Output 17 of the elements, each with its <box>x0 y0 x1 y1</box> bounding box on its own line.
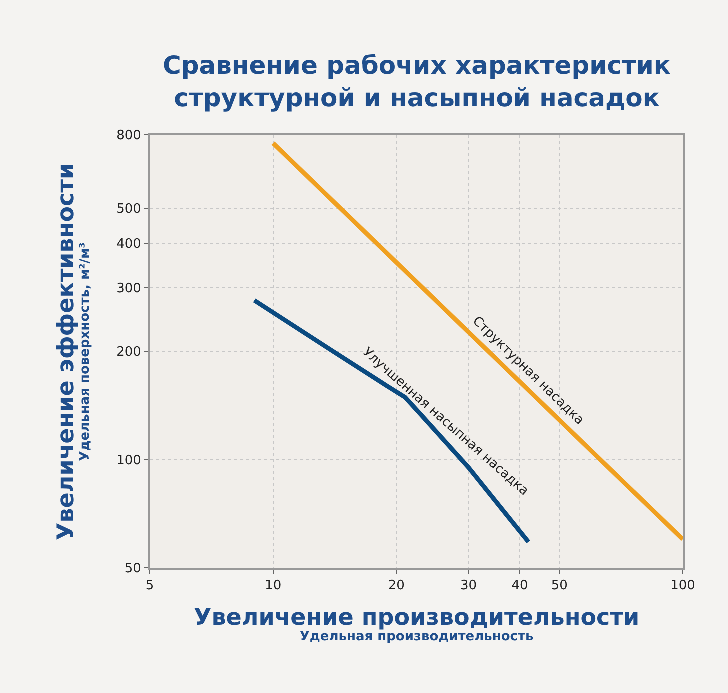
y-tick-label: 800 <box>116 128 142 144</box>
chart-title: Сравнение рабочих характеристик структурной и насыпной насадок <box>163 51 671 112</box>
x-tick-label: 10 <box>265 578 282 594</box>
y-axis-title: Увеличение эффективности Удельная поверхность, м²/м³ <box>54 163 94 540</box>
y-tick-label: 100 <box>116 453 142 468</box>
y-tick-label: 500 <box>116 202 142 217</box>
y-tick-label: 200 <box>116 345 142 360</box>
x-tick-label: 30 <box>460 578 478 594</box>
x-tick-label: 20 <box>388 578 405 594</box>
x-tick-label: 100 <box>670 578 696 594</box>
x-tick-label: 50 <box>551 578 568 594</box>
y-tick-label: 300 <box>116 282 142 297</box>
x-tick-label: 5 <box>146 578 154 594</box>
x-axis-title: Увеличение производительности Удельная производительность <box>194 605 640 645</box>
x-tick-label: 40 <box>512 578 528 594</box>
y-tick-label: 50 <box>124 562 142 577</box>
y-tick-label: 400 <box>116 236 142 252</box>
